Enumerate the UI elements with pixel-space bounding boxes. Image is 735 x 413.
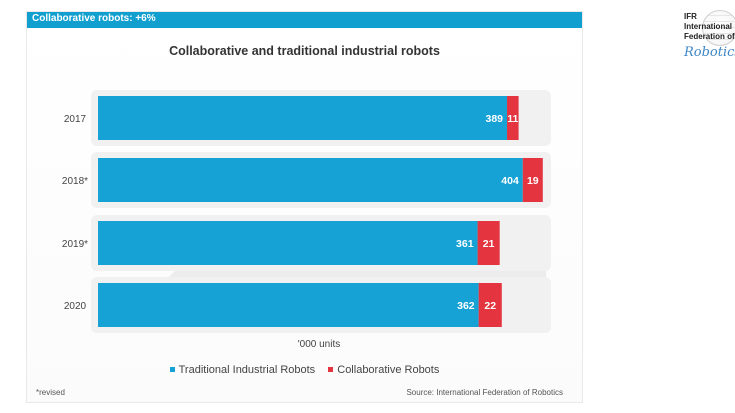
category-label: 2019* xyxy=(62,239,88,250)
bar-traditional xyxy=(98,221,478,265)
ifr-logo: IFR International Federation of Robotics xyxy=(680,10,735,60)
chart-title: Collaborative and traditional industrial… xyxy=(169,44,440,58)
legend-item-traditional: Traditional Industrial Robots xyxy=(169,364,316,376)
data-label-collaborative: 22 xyxy=(484,300,496,312)
bar-collaborative xyxy=(478,283,502,327)
logo-line-international: International xyxy=(684,22,733,31)
bar-collaborative xyxy=(477,221,500,265)
chart-slide: Collaborative robots: +6% Collaborative … xyxy=(27,12,582,402)
header-banner-text: Collaborative robots: +6% xyxy=(32,13,156,24)
data-label-collaborative: 19 xyxy=(527,175,539,187)
source-note: Source: International Federation of Robo… xyxy=(406,388,563,397)
category-label: 2020 xyxy=(64,301,87,312)
chart-legend: Traditional Industrial Robots Collaborat… xyxy=(27,364,582,376)
globe-icon xyxy=(702,10,735,46)
data-label-traditional: 389 xyxy=(486,113,504,125)
legend-item-collaborative: Collaborative Robots xyxy=(328,364,439,376)
legend-label-collaborative: Collaborative Robots xyxy=(337,364,440,376)
data-label-traditional: 361 xyxy=(456,238,474,250)
category-label: 2017 xyxy=(64,114,87,125)
bar-traditional xyxy=(98,283,479,327)
logo-line-federation: Federation of xyxy=(684,32,735,41)
data-label-collaborative: 11 xyxy=(507,113,518,125)
footnote-revised: *revised xyxy=(36,388,65,397)
data-label-collaborative: 21 xyxy=(483,238,495,250)
logo-line-robotics: Robotics xyxy=(684,45,735,60)
category-label: 2018* xyxy=(62,176,88,187)
bar-traditional xyxy=(98,96,508,140)
chart-svg: 389 11 2017 404 19 2018* 361 21 2019* 362 22 2020 '0… xyxy=(62,90,551,350)
x-axis-label: '000 units xyxy=(298,339,341,350)
data-label-traditional: 404 xyxy=(501,175,519,187)
logo-line-ifr: IFR xyxy=(684,12,697,21)
legend-swatch-collaborative xyxy=(328,366,334,372)
bar-traditional xyxy=(98,158,523,202)
legend-label-traditional: Traditional Industrial Robots xyxy=(178,364,316,376)
header-bar: Collaborative robots: +6% xyxy=(27,12,582,28)
legend-swatch-traditional xyxy=(169,366,175,372)
bar-collaborative xyxy=(522,158,543,202)
bar-collaborative xyxy=(507,96,519,140)
data-label-traditional: 362 xyxy=(457,300,475,312)
